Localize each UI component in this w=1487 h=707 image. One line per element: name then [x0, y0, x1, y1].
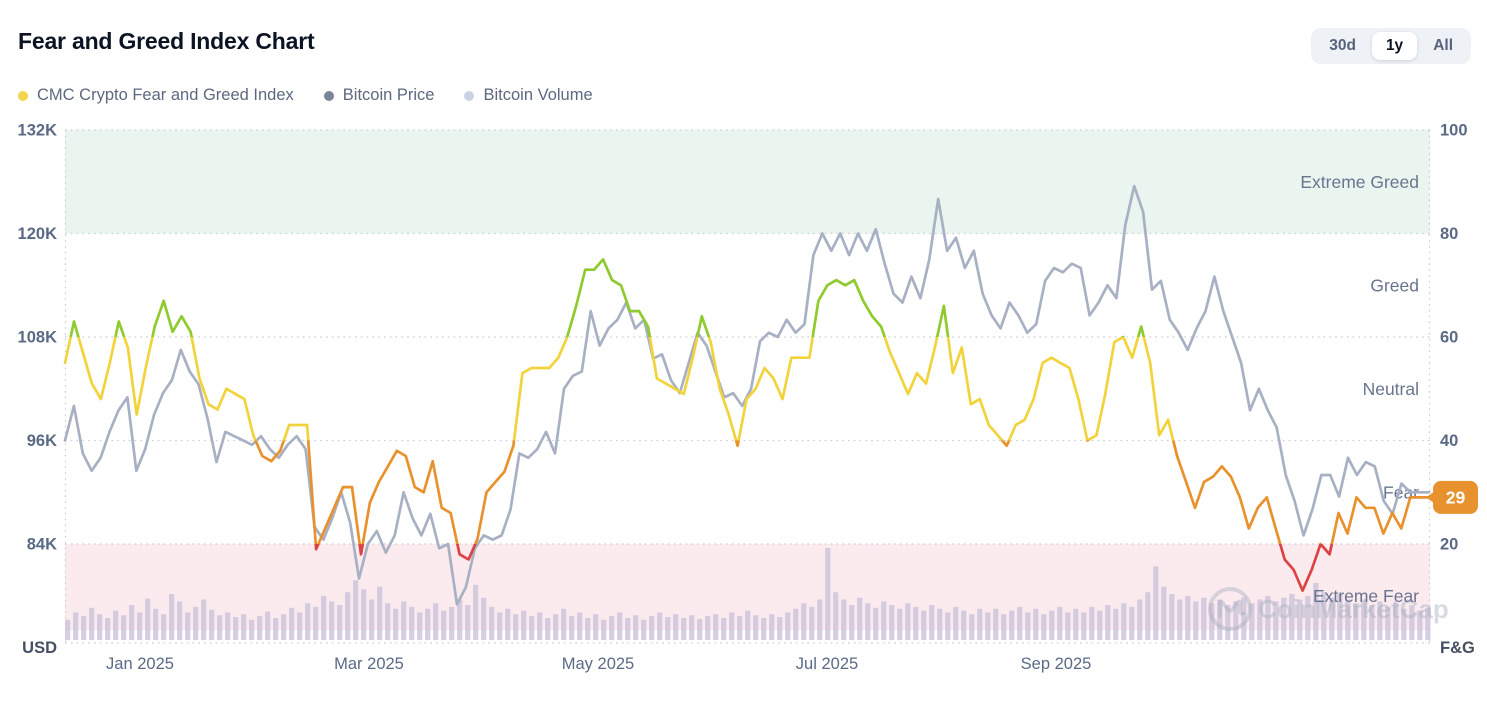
- legend-item-label: CMC Crypto Fear and Greed Index: [37, 86, 294, 104]
- range-button-All[interactable]: All: [1419, 32, 1467, 60]
- range-button-1y[interactable]: 1y: [1371, 32, 1418, 60]
- left-axis-tick: 96K: [27, 432, 57, 450]
- watermark-text: CoinMarketCap: [1258, 594, 1449, 624]
- btc-price-line: [63, 184, 1431, 606]
- current-value-badge: 29: [1426, 480, 1478, 514]
- zone-label: Greed: [1370, 275, 1419, 295]
- legend-item-0[interactable]: CMC Crypto Fear and Greed Index: [18, 86, 294, 105]
- legend-item-label: Bitcoin Volume: [483, 86, 593, 104]
- zone-bands: [65, 130, 1430, 630]
- legend-dot-icon: [18, 90, 28, 101]
- left-axis-tick: 108K: [18, 329, 58, 347]
- legend-dot-icon: [464, 90, 475, 101]
- x-axis-tick: Jan 2025: [106, 655, 174, 673]
- left-axis-tick: 132K: [18, 122, 58, 140]
- x-axis-tick: Jul 2025: [796, 655, 858, 673]
- zone-label: Neutral: [1363, 379, 1419, 399]
- legend-dot-icon: [323, 90, 334, 101]
- extreme-greed-band: [65, 130, 1430, 234]
- chart-header: Fear and Greed Index Chart 30d 1y All: [18, 28, 1471, 64]
- x-axis-tick: Mar 2025: [334, 655, 404, 673]
- watermark-logo-icon: [1208, 587, 1252, 631]
- left-axis-tick: 84K: [27, 536, 57, 554]
- left-axis-title: USD: [22, 639, 57, 657]
- x-axis-tick: May 2025: [562, 655, 634, 673]
- page-title: Fear and Greed Index Chart: [18, 28, 315, 54]
- right-axis-tick: 60: [1440, 329, 1458, 347]
- right-axis-tick: 100: [1440, 122, 1468, 140]
- volume-bars: [65, 548, 1431, 640]
- x-axis-tick: Sep 2025: [1021, 655, 1092, 673]
- right-axis-tick: 40: [1440, 432, 1458, 450]
- right-axis-tick: 80: [1440, 225, 1458, 243]
- fear-greed-line: [63, 258, 1430, 592]
- legend-item-1[interactable]: Bitcoin Price: [323, 86, 435, 105]
- watermark: CoinMarketCap: [1208, 587, 1449, 631]
- time-range-switcher: 30d 1y All: [1311, 28, 1471, 64]
- legend: CMC Crypto Fear and Greed Index Bitcoin P…: [18, 86, 593, 105]
- zone-label: Extreme Greed: [1300, 172, 1419, 192]
- legend-item-2[interactable]: Bitcoin Volume: [464, 86, 593, 105]
- legend-item-label: Bitcoin Price: [342, 86, 435, 104]
- current-value-text: 29: [1446, 487, 1466, 507]
- right-axis-title: F&G: [1440, 639, 1475, 657]
- zone-label: Extreme Fear: [1313, 586, 1419, 606]
- left-axis-tick: 120K: [18, 225, 58, 243]
- right-axis-tick: 20: [1440, 536, 1458, 554]
- axis-labels: 132K 120K 108K 96K 84K 100 80 60 40 20 USD F&G Jan 2…: [18, 122, 1475, 674]
- range-button-30d[interactable]: 30d: [1315, 32, 1370, 60]
